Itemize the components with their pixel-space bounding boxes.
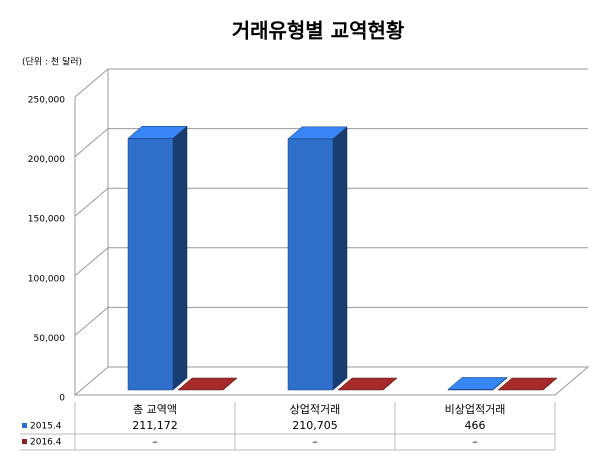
- x-tick-label: 총 교역액: [133, 403, 177, 416]
- bar-face: [332, 126, 348, 391]
- bar: [497, 377, 558, 391]
- bar-face: [287, 138, 334, 391]
- bar: [177, 377, 238, 391]
- bar: [337, 377, 398, 391]
- bar: [287, 126, 348, 391]
- grid-line: [74, 128, 588, 157]
- table-value: –: [152, 435, 158, 448]
- legend-marker: [22, 439, 27, 444]
- chart-title: 거래유형별 교역현황: [232, 19, 405, 43]
- y-tick-label: 150,000: [28, 215, 65, 225]
- x-tick-label: 상업적거래: [290, 403, 341, 416]
- table-value: 211,172: [132, 419, 178, 432]
- y-tick-label: 100,000: [28, 274, 65, 284]
- grid-line: [74, 68, 588, 98]
- grid-line: [74, 187, 588, 217]
- y-tick-label: 250,000: [28, 96, 65, 106]
- table-value: –: [312, 435, 318, 448]
- bar-face: [127, 138, 174, 391]
- y-tick-label: 50,000: [34, 334, 66, 344]
- y-tick-label: 200,000: [28, 155, 65, 165]
- bar-face: [287, 126, 348, 140]
- bar-face: [127, 126, 188, 139]
- legend-label: 2015.4: [30, 422, 62, 432]
- legend-marker: [22, 423, 27, 428]
- table-value: 210,705: [292, 419, 338, 432]
- bar-face: [172, 125, 188, 391]
- grid-line: [74, 306, 588, 336]
- legend-label: 2016.4: [30, 438, 62, 448]
- table-value: –: [472, 435, 478, 448]
- unit-label: (단위 : 천 달러): [22, 56, 82, 68]
- bar-face: [497, 377, 558, 391]
- table-value: 466: [465, 419, 486, 432]
- bar: [127, 125, 188, 391]
- y-tick-label: 0: [59, 394, 65, 404]
- bar: [447, 376, 508, 391]
- x-tick-label: 비상업적거래: [445, 403, 506, 416]
- bar-face: [177, 377, 238, 391]
- grid-line: [74, 247, 588, 277]
- bar-face: [447, 377, 508, 390]
- bar-face: [337, 377, 398, 391]
